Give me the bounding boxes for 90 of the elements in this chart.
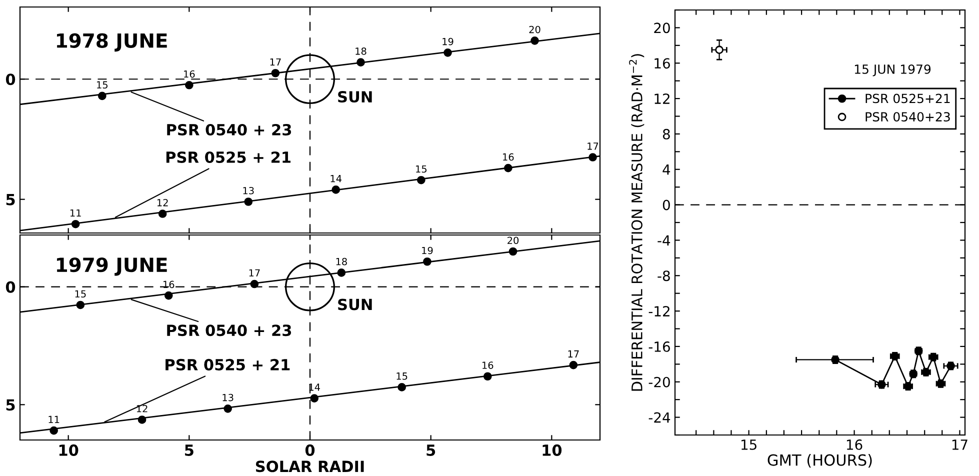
- annotation: 16: [503, 153, 514, 161]
- x-tick-label: 16: [846, 439, 862, 450]
- x-tick-label: 0: [305, 444, 315, 456]
- point: [50, 426, 58, 435]
- annotation: 15: [97, 81, 108, 89]
- y-tick-label: 5: [6, 194, 15, 206]
- annotation: 13: [243, 186, 254, 194]
- y-tick-label: 0: [6, 74, 16, 86]
- y-tick-label: -8: [658, 270, 670, 282]
- y-tick-label: -16: [648, 341, 670, 352]
- annotation: 19: [442, 38, 454, 46]
- y-tick-label: 12: [654, 94, 670, 104]
- point: [271, 68, 280, 78]
- annotation: 18: [356, 48, 366, 55]
- annotation: 11: [70, 209, 81, 217]
- point: [138, 416, 146, 424]
- x-tick-label: 17: [952, 440, 968, 450]
- annotation: 16: [164, 280, 174, 288]
- annotation: PSR 0525 + 21: [166, 358, 290, 370]
- annotation: 15: [416, 165, 427, 173]
- point: [504, 164, 512, 172]
- x-tick-label: 10: [59, 444, 78, 456]
- annotation: 16: [184, 70, 195, 78]
- point: [444, 48, 452, 57]
- point: [76, 300, 85, 310]
- annotation: 15 JUN 1979: [854, 64, 931, 76]
- y-tick-label: 0: [662, 200, 670, 210]
- point: [530, 36, 539, 45]
- annotation: 19: [422, 246, 433, 254]
- point: [71, 220, 80, 228]
- annotation: 14: [330, 175, 342, 182]
- y-tick-label: -12: [648, 306, 670, 316]
- point: [164, 291, 173, 300]
- x-tick-label: 10: [542, 444, 562, 456]
- y-tick-label: 4: [662, 164, 670, 175]
- point: [588, 153, 597, 162]
- point: [417, 176, 426, 184]
- annotation: 1979 JUNE: [56, 257, 167, 276]
- point: [356, 58, 365, 66]
- x-axis-title: GMT (HOURS): [768, 454, 872, 468]
- annotation: SUN: [338, 91, 372, 103]
- annotation: PSR 0525 + 21: [166, 151, 290, 164]
- point: [224, 404, 232, 413]
- annotation: 17: [270, 58, 281, 66]
- annotation: 16: [482, 362, 494, 369]
- x-tick-label: 5: [185, 444, 194, 456]
- annotation: 17: [249, 269, 260, 276]
- y-tick-label: 16: [654, 58, 670, 69]
- annotation: 20: [529, 26, 540, 34]
- point: [98, 92, 106, 100]
- point: [310, 394, 319, 402]
- annotation: 12: [136, 404, 148, 412]
- point: [483, 372, 492, 381]
- y-tick-label: 0: [6, 281, 16, 293]
- y-tick-label: 8: [662, 128, 670, 140]
- annotation: 17: [588, 142, 598, 150]
- legend-label: PSR 0540+23: [866, 112, 950, 122]
- point: [244, 198, 253, 206]
- point: [398, 383, 406, 392]
- y-tick-label: 20: [654, 22, 670, 34]
- point: [715, 46, 724, 54]
- legend-label: PSR 0525+21: [866, 94, 950, 104]
- annotation: 15: [75, 290, 86, 298]
- annotation: SUN: [338, 298, 372, 310]
- annotation: PSR 0540 + 23: [167, 124, 292, 136]
- annotation: 20: [508, 236, 519, 244]
- x-tick-label: 15: [742, 440, 756, 450]
- point: [423, 257, 432, 266]
- point: [332, 186, 340, 194]
- point: [185, 80, 194, 90]
- annotation: 12: [157, 198, 168, 206]
- annotation: 17: [568, 350, 579, 358]
- annotation: 11: [48, 416, 60, 423]
- x-axis-title: SOLAR RADII: [256, 460, 364, 472]
- annotation: 15: [396, 372, 408, 380]
- annotation: 1978 JUNE: [56, 33, 167, 52]
- annotation: PSR 0540 + 23: [167, 324, 292, 336]
- annotation: 18: [336, 258, 347, 266]
- x-tick-label: 5: [426, 444, 436, 456]
- point: [337, 268, 346, 277]
- point: [250, 280, 259, 288]
- point: [158, 210, 167, 218]
- annotation: 13: [222, 394, 234, 402]
- point: [508, 247, 518, 256]
- y-tick-label: -20: [648, 376, 670, 388]
- y-axis-title: DIFFERENTIAL ROTATION MEASURE (RAD·M$^{−2}$): [629, 54, 644, 391]
- point: [569, 360, 578, 370]
- y-tick-label: -24: [648, 412, 670, 423]
- y-tick-label: -4: [658, 235, 670, 246]
- y-tick-label: 5: [6, 399, 15, 411]
